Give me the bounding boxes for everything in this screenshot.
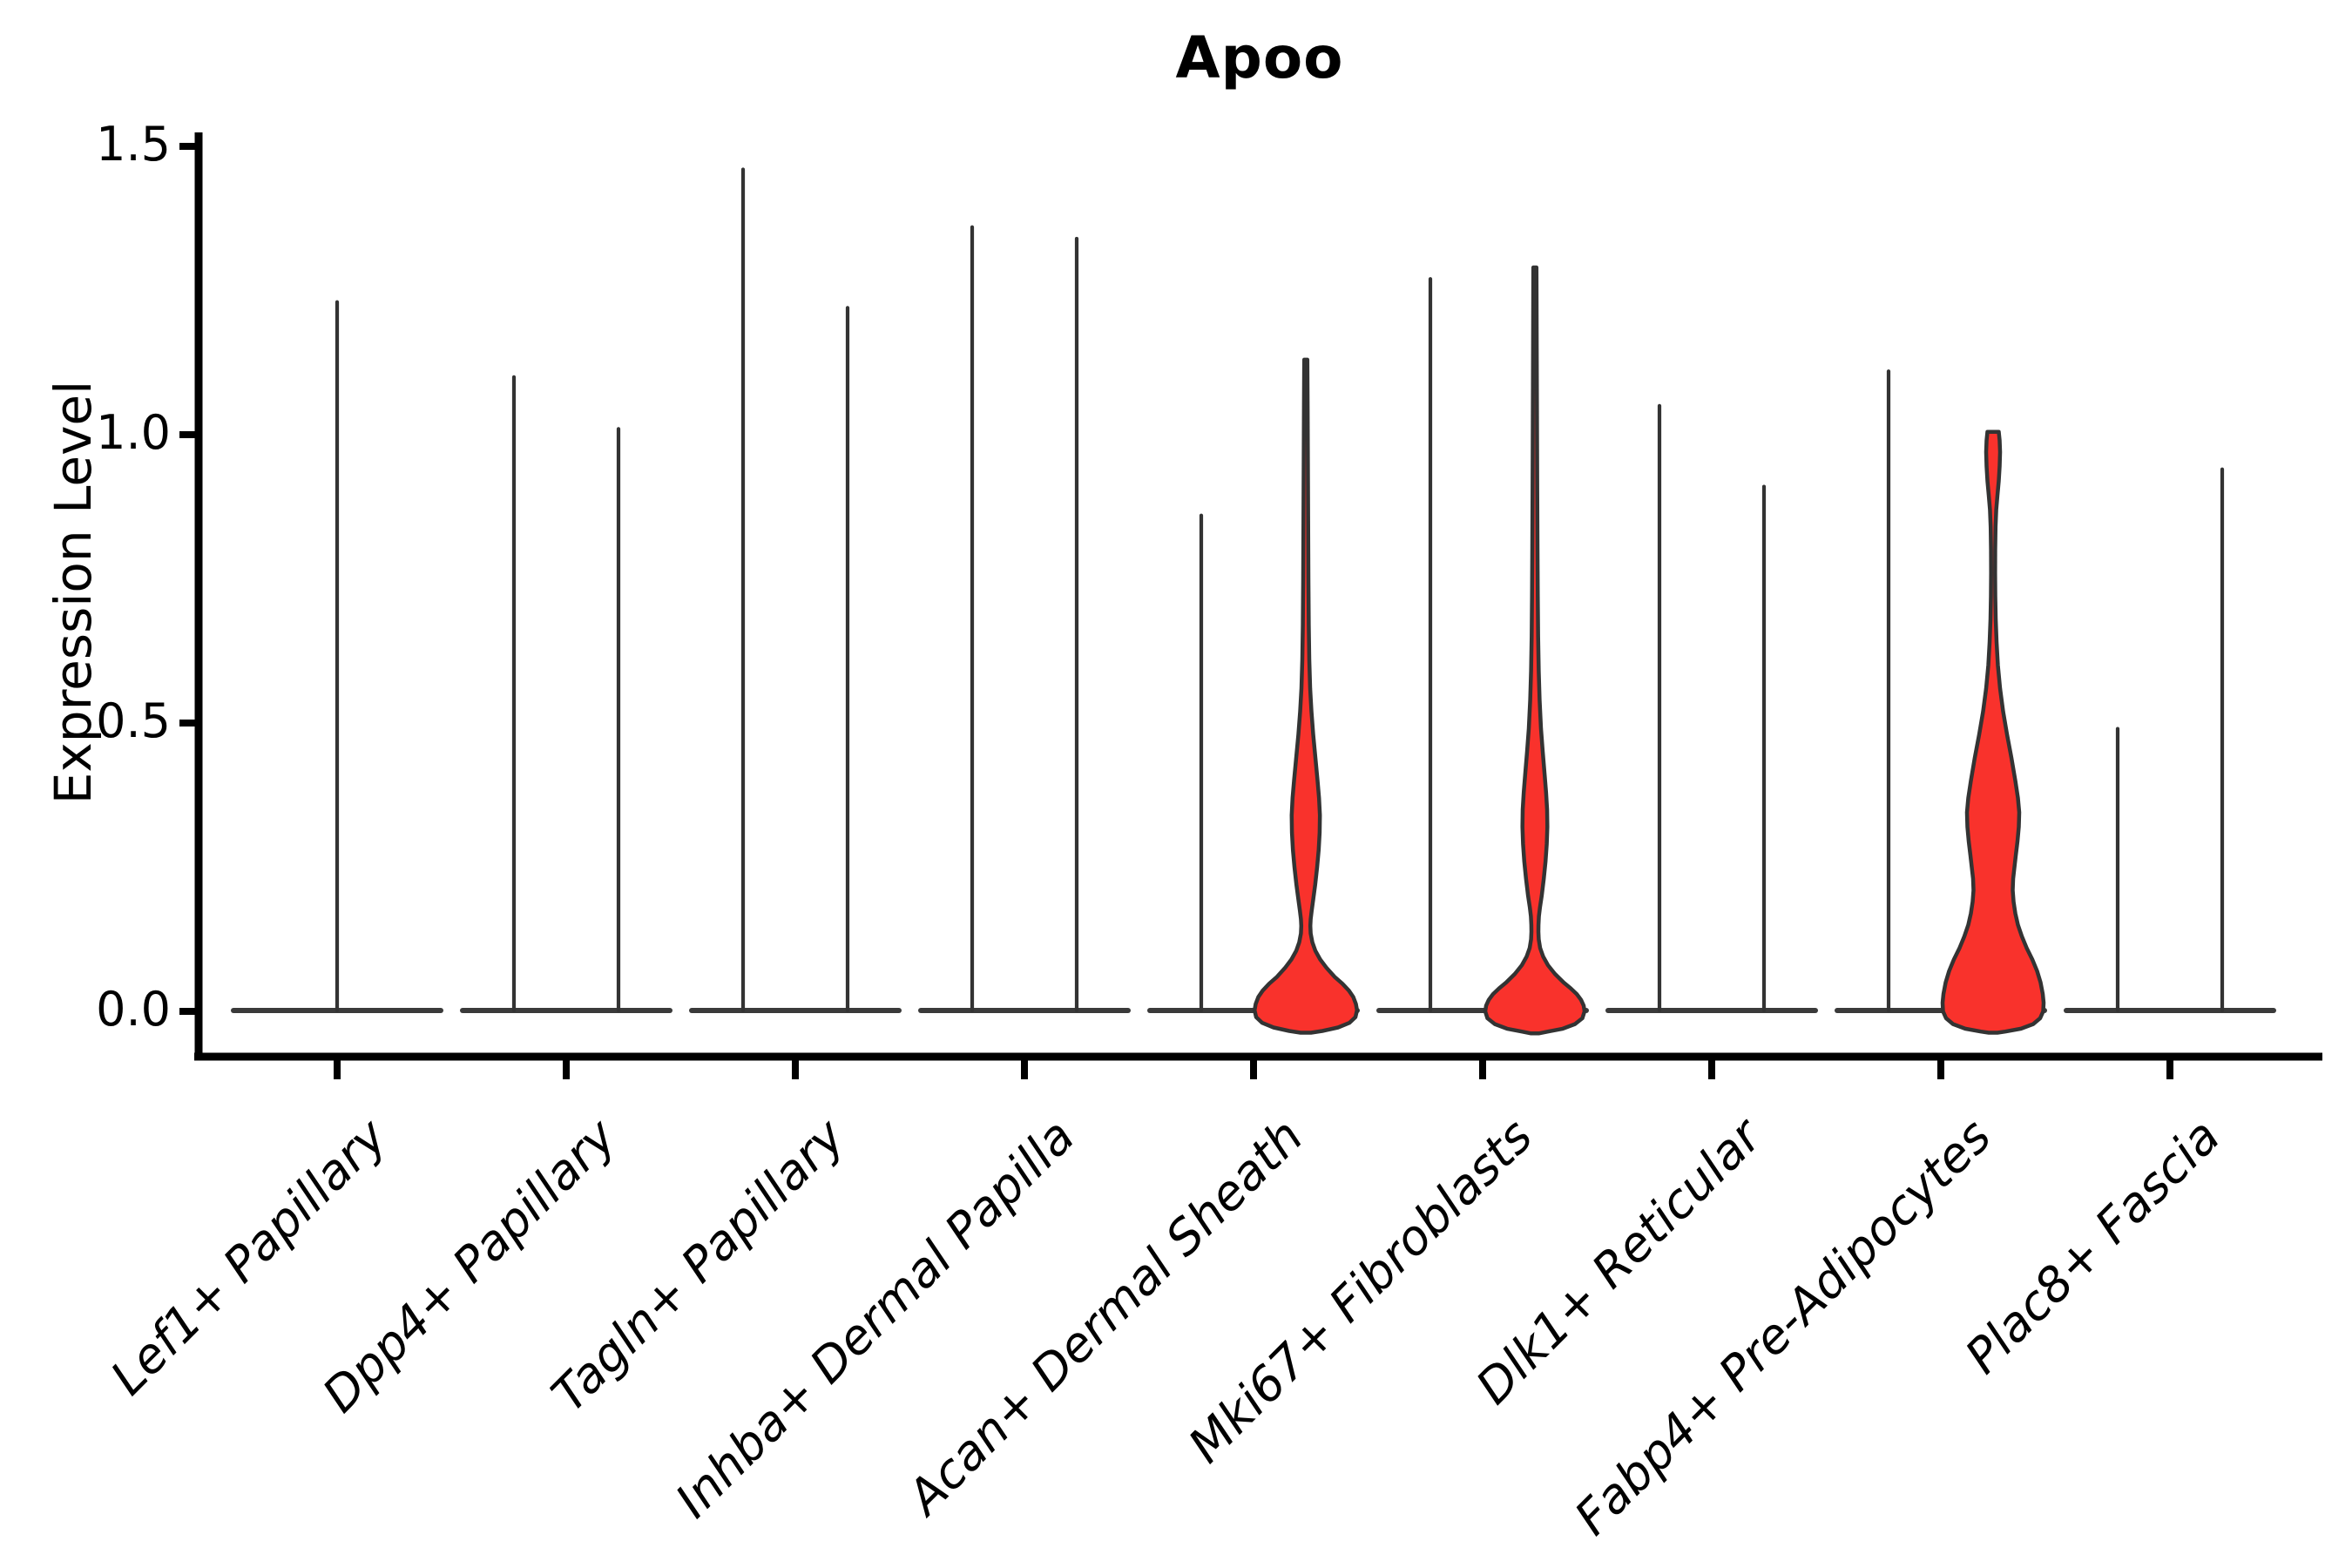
y-axis-label: Expression Level: [44, 380, 103, 805]
y-tick-label: 1.0: [96, 404, 171, 460]
violin-filled: [1940, 429, 2046, 1035]
y-tick-label: 0.0: [96, 981, 171, 1037]
y-tick-label: 0.5: [96, 693, 171, 748]
plot-title: Apoo: [1175, 24, 1344, 91]
violin-filled: [1252, 357, 1360, 1035]
y-tick-label: 1.5: [96, 116, 171, 172]
violin-filled: [1483, 265, 1587, 1036]
